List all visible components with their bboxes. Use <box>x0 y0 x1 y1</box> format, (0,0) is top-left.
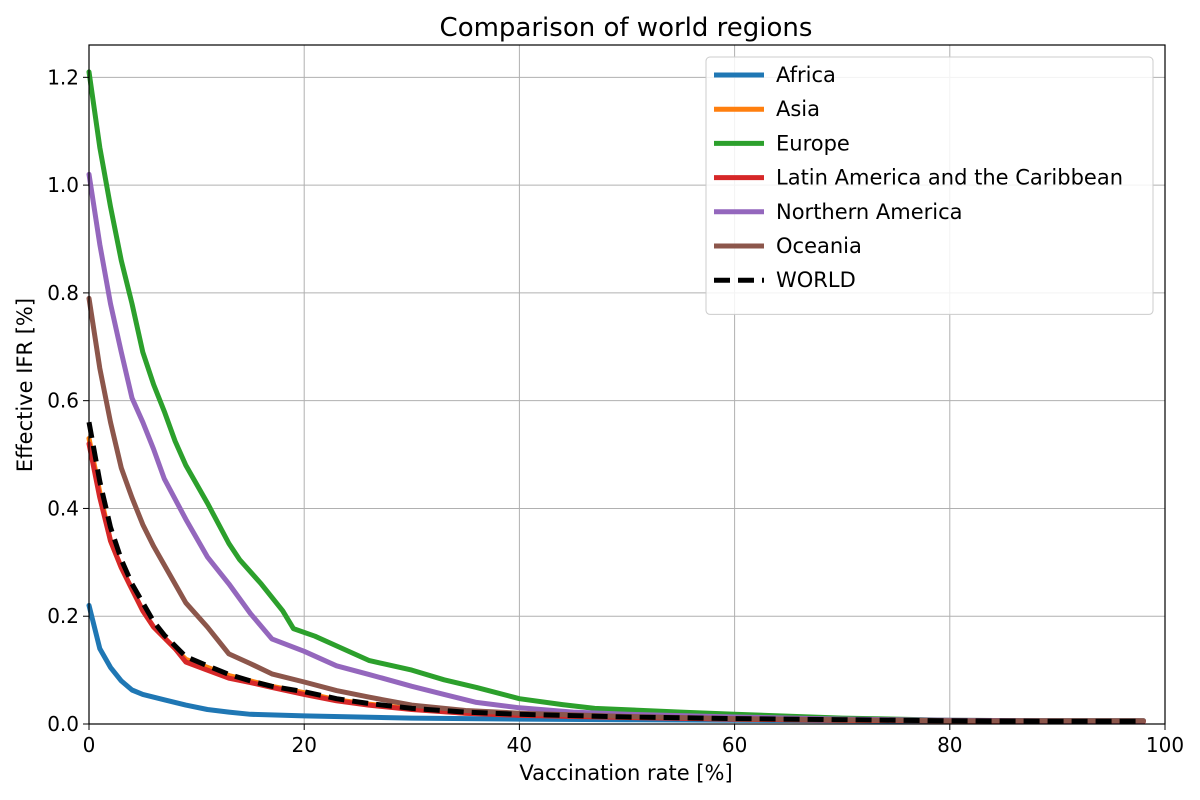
y-tick-label: 1.0 <box>47 173 79 197</box>
series-lines <box>86 69 1146 724</box>
legend-item: Latin America and the Caribbean <box>714 166 1123 190</box>
legend-item: Europe <box>714 131 850 155</box>
x-axis-title: Vaccination rate [%] <box>519 761 732 785</box>
legend-item: Oceania <box>714 234 862 258</box>
chart-title: Comparison of world regions <box>440 13 813 43</box>
legend-item: WORLD <box>714 268 856 292</box>
x-axis-ticks: 0 20 40 60 80 100 <box>83 724 1184 757</box>
y-tick-label: 1.2 <box>47 65 79 89</box>
legend-label: Asia <box>776 97 820 121</box>
legend-item: Africa <box>714 63 836 87</box>
legend-item: Asia <box>714 97 820 121</box>
legend-box <box>705 56 1154 315</box>
series-line-oceania <box>86 295 1146 724</box>
series-line-europe <box>86 69 1146 724</box>
y-axis-title: Effective IFR [%] <box>13 298 37 472</box>
y-axis-ticks: 0.0 0.2 0.4 0.6 0.8 1.0 1.2 <box>47 65 89 736</box>
legend-label: WORLD <box>776 268 856 292</box>
x-tick-label: 80 <box>937 733 962 757</box>
y-tick-label: 0.6 <box>47 389 79 413</box>
x-tick-label: 20 <box>291 733 316 757</box>
y-tick-label: 0.0 <box>47 712 79 736</box>
y-tick-label: 0.4 <box>47 496 79 520</box>
legend-label: Europe <box>776 131 850 155</box>
legend-label: Africa <box>776 63 836 87</box>
x-tick-label: 60 <box>722 733 747 757</box>
series-line-world <box>86 421 1144 724</box>
legend: Africa Asia Europe Latin America and the Ca… <box>705 56 1154 315</box>
legend-label: Latin America and the Caribbean <box>776 166 1123 190</box>
x-tick-label: 40 <box>507 733 532 757</box>
x-tick-label: 100 <box>1146 733 1184 757</box>
y-tick-label: 0.8 <box>47 281 79 305</box>
x-tick-label: 0 <box>83 733 96 757</box>
legend-label: Oceania <box>776 234 862 258</box>
plot-frame <box>88 44 1166 725</box>
legend-label: Northern America <box>776 200 963 224</box>
legend-item: Northern America <box>714 200 963 224</box>
y-tick-label: 0.2 <box>47 604 79 628</box>
